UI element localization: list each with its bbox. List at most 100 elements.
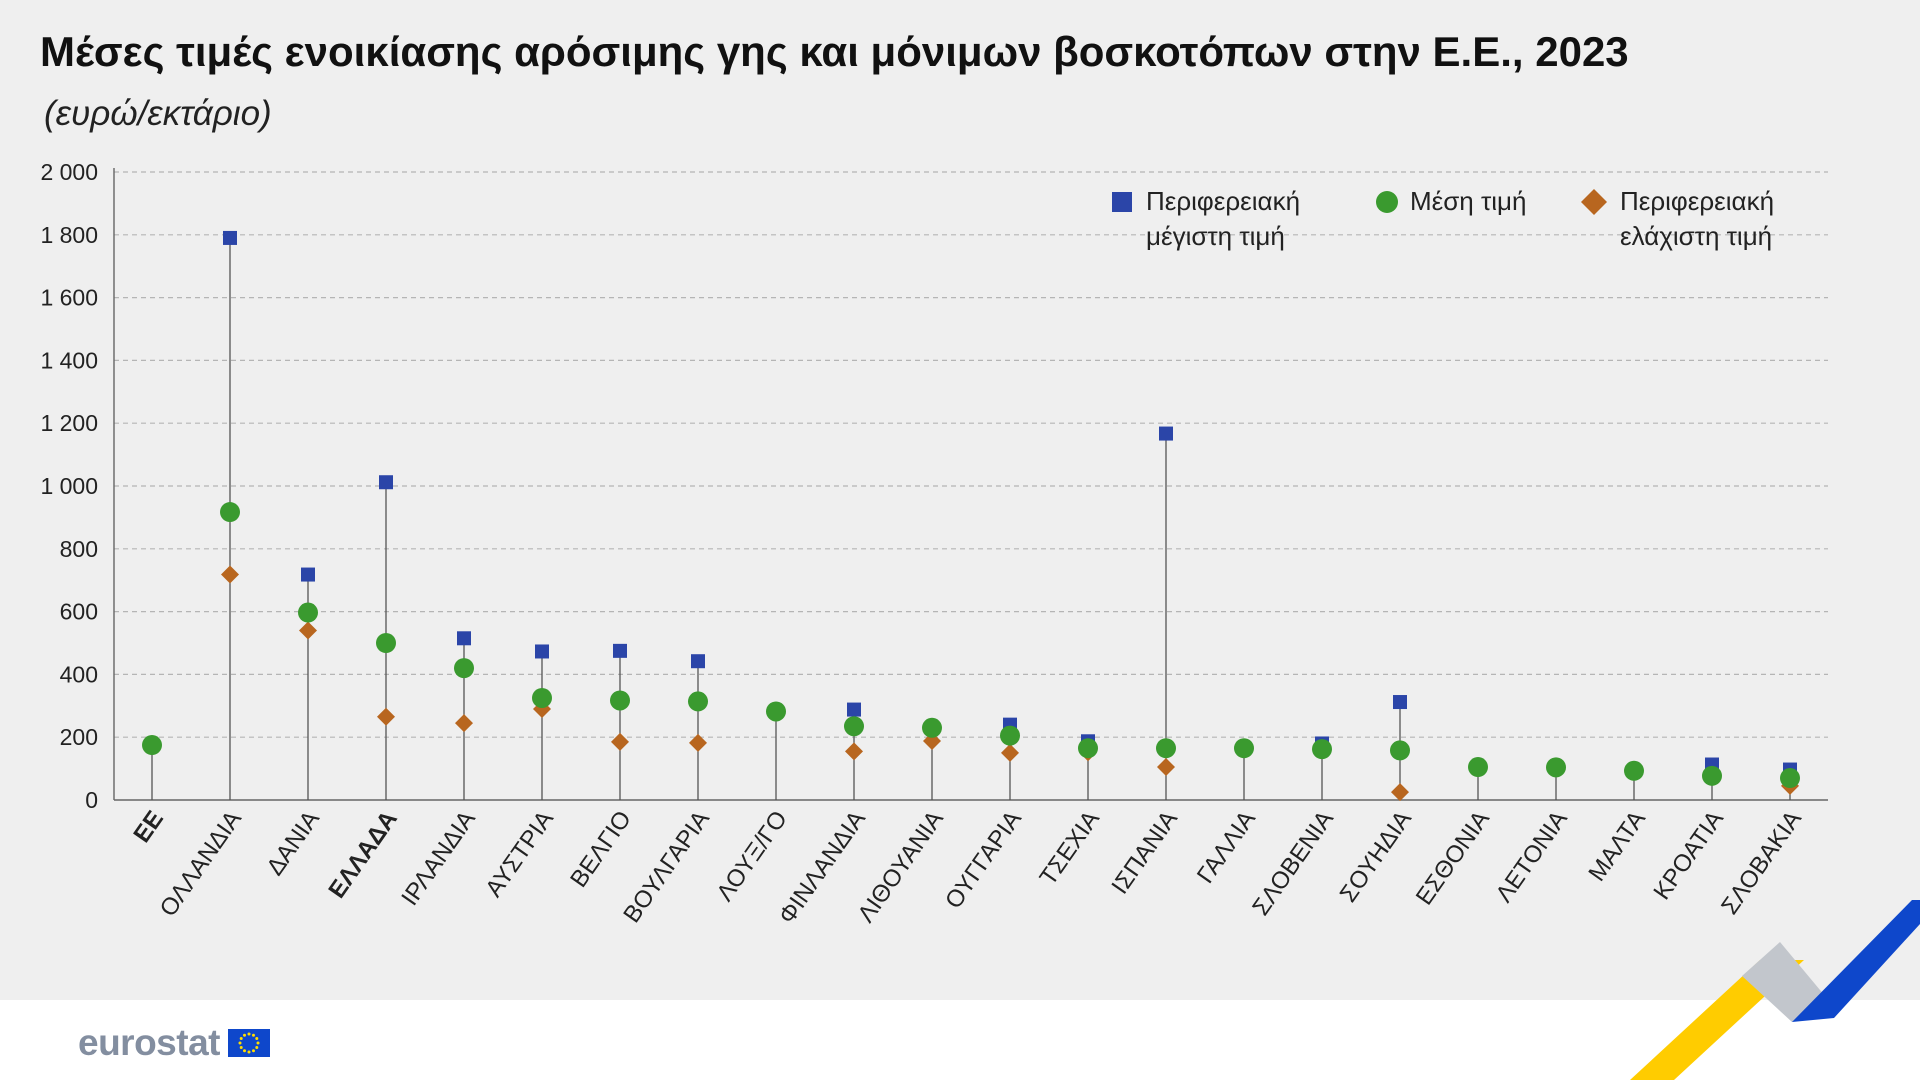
mean-marker — [1624, 760, 1644, 781]
max-marker — [457, 631, 471, 646]
eu-flag-star — [247, 1032, 251, 1036]
y-tick-label: 1 200 — [40, 410, 98, 436]
legend-mean-label: Μέση τιμή — [1410, 186, 1526, 216]
max-marker — [301, 567, 315, 582]
mean-marker — [1780, 768, 1800, 789]
x-tick-label: ΛΟΥΞ/ΓΟ — [711, 806, 793, 906]
min-marker — [455, 714, 473, 733]
x-tick-label: ΛΕΤΟΝΙΑ — [1491, 806, 1573, 907]
eu-flag-star — [238, 1041, 242, 1045]
y-tick-label: 200 — [60, 724, 98, 750]
min-marker — [299, 621, 317, 640]
corner-ribbon-icon — [1630, 900, 1920, 1080]
eu-flag-star — [256, 1041, 260, 1045]
chart-panel — [0, 0, 1920, 1000]
logo-text: eurostat — [78, 1022, 220, 1063]
y-tick-label: 800 — [60, 536, 98, 562]
mean-marker — [454, 658, 474, 679]
legend-min-diamond-icon — [1581, 189, 1607, 215]
stem-layer — [151, 237, 1791, 800]
chart-svg: 0 200 400 600 800 1 000 1 200 1 400 1 600 1 800 2 … — [40, 159, 1828, 929]
max-marker — [223, 230, 237, 245]
mean-marker — [610, 690, 630, 711]
eu-flag-star — [242, 1049, 246, 1053]
y-tick-label: 400 — [60, 661, 98, 687]
mean-marker — [1312, 739, 1332, 760]
eu-flag-star — [255, 1046, 259, 1049]
y-tick-label: 1 000 — [40, 473, 98, 499]
mean-marker — [1390, 740, 1410, 761]
min-marker — [1391, 783, 1409, 802]
legend-max-square-icon — [1112, 192, 1132, 212]
grid-layer — [114, 171, 1828, 738]
x-tick-label: ΣΟΥΗΔΙΑ — [1335, 806, 1417, 907]
y-tick-label: 1 800 — [40, 222, 98, 248]
y-tick-label: 600 — [60, 599, 98, 625]
mean-marker — [922, 717, 942, 738]
min-marker — [689, 733, 707, 752]
legend-max-label: μέγιστη τιμή — [1146, 221, 1285, 251]
eu-flag-star — [255, 1037, 259, 1040]
legend-min-label: Περιφερειακή — [1620, 186, 1774, 216]
x-tick-label: ΙΣΠΑΝΙΑ — [1106, 806, 1183, 899]
x-tick-label: ΔΑΝΙΑ — [261, 806, 324, 881]
max-marker — [847, 702, 861, 717]
eu-flag-star — [251, 1033, 255, 1037]
min-marker — [611, 732, 629, 751]
y-tick-label: 0 — [85, 787, 98, 813]
chart-title: Μέσες τιμές ενοικίασης αρόσιμης γης και … — [40, 28, 1629, 75]
max-marker — [379, 475, 393, 490]
mean-marker — [1000, 725, 1020, 746]
min-marker — [845, 742, 863, 761]
marker-layer — [142, 230, 1800, 802]
mean-marker — [376, 633, 396, 653]
x-tick-label: ΟΥΓΓΑΡΙΑ — [940, 806, 1027, 914]
x-tick-label: ΕΣΘΟΝΙΑ — [1411, 806, 1495, 910]
legend: Περιφερειακή μέγιστη τιμή Μέση τιμή Περιφερ… — [1112, 186, 1774, 251]
mean-marker — [844, 716, 864, 737]
y-tick-label: 2 000 — [40, 159, 98, 185]
min-marker — [221, 565, 239, 584]
mean-marker — [766, 701, 786, 722]
max-marker — [691, 654, 705, 669]
eu-flag-star — [247, 1050, 251, 1054]
x-tick-label: ΕΛΛΑΔΑ — [323, 806, 402, 903]
mean-marker — [298, 602, 318, 623]
max-marker — [613, 643, 627, 658]
legend-min-label: ελάχιστη τιμή — [1620, 221, 1772, 251]
mean-marker — [688, 691, 708, 712]
x-tick-label: ΑΥΣΤΡΙΑ — [480, 806, 559, 902]
x-tick-label: ΤΣΕΧΙΑ — [1035, 806, 1105, 890]
eu-flag-star — [239, 1046, 243, 1049]
x-tick-label: ΜΑΛΤΑ — [1583, 806, 1651, 886]
chart-subtitle: (ευρώ/εκτάριο) — [44, 94, 272, 133]
mean-marker — [532, 687, 552, 708]
eurostat-logo: eurostat — [78, 1018, 270, 1068]
mean-marker — [1702, 765, 1722, 786]
legend-max-label: Περιφερειακή — [1146, 186, 1300, 216]
y-tick-label: 1 600 — [40, 285, 98, 311]
eu-flag-star — [242, 1033, 246, 1037]
x-tick-label: ΕΕ — [128, 806, 168, 848]
y-tick-label: 1 400 — [40, 347, 98, 373]
mean-marker — [1156, 738, 1176, 759]
mean-marker — [1546, 757, 1566, 778]
x-tick-label: ΒΕΛΓΙΟ — [565, 806, 637, 892]
x-tick-label: ΓΑΛΛΙΑ — [1192, 806, 1261, 888]
x-tick-label: ΣΛΟΒΕΝΙΑ — [1247, 806, 1339, 921]
x-tick-label: ΙΡΛΑΝΔΙΑ — [396, 806, 481, 911]
eu-flag-star — [251, 1049, 255, 1053]
mean-marker — [1468, 757, 1488, 778]
mean-marker — [1234, 738, 1254, 759]
x-tick-label: ΟΛΛΑΝΔΙΑ — [155, 806, 247, 922]
min-marker — [1001, 743, 1019, 762]
max-marker — [1159, 426, 1173, 441]
legend-mean-circle-icon — [1376, 191, 1398, 213]
eu-flag-icon — [227, 1029, 270, 1057]
min-marker — [1157, 758, 1175, 777]
max-marker — [1393, 695, 1407, 710]
max-marker — [535, 644, 549, 659]
min-marker — [377, 707, 395, 726]
mean-marker — [220, 502, 240, 523]
